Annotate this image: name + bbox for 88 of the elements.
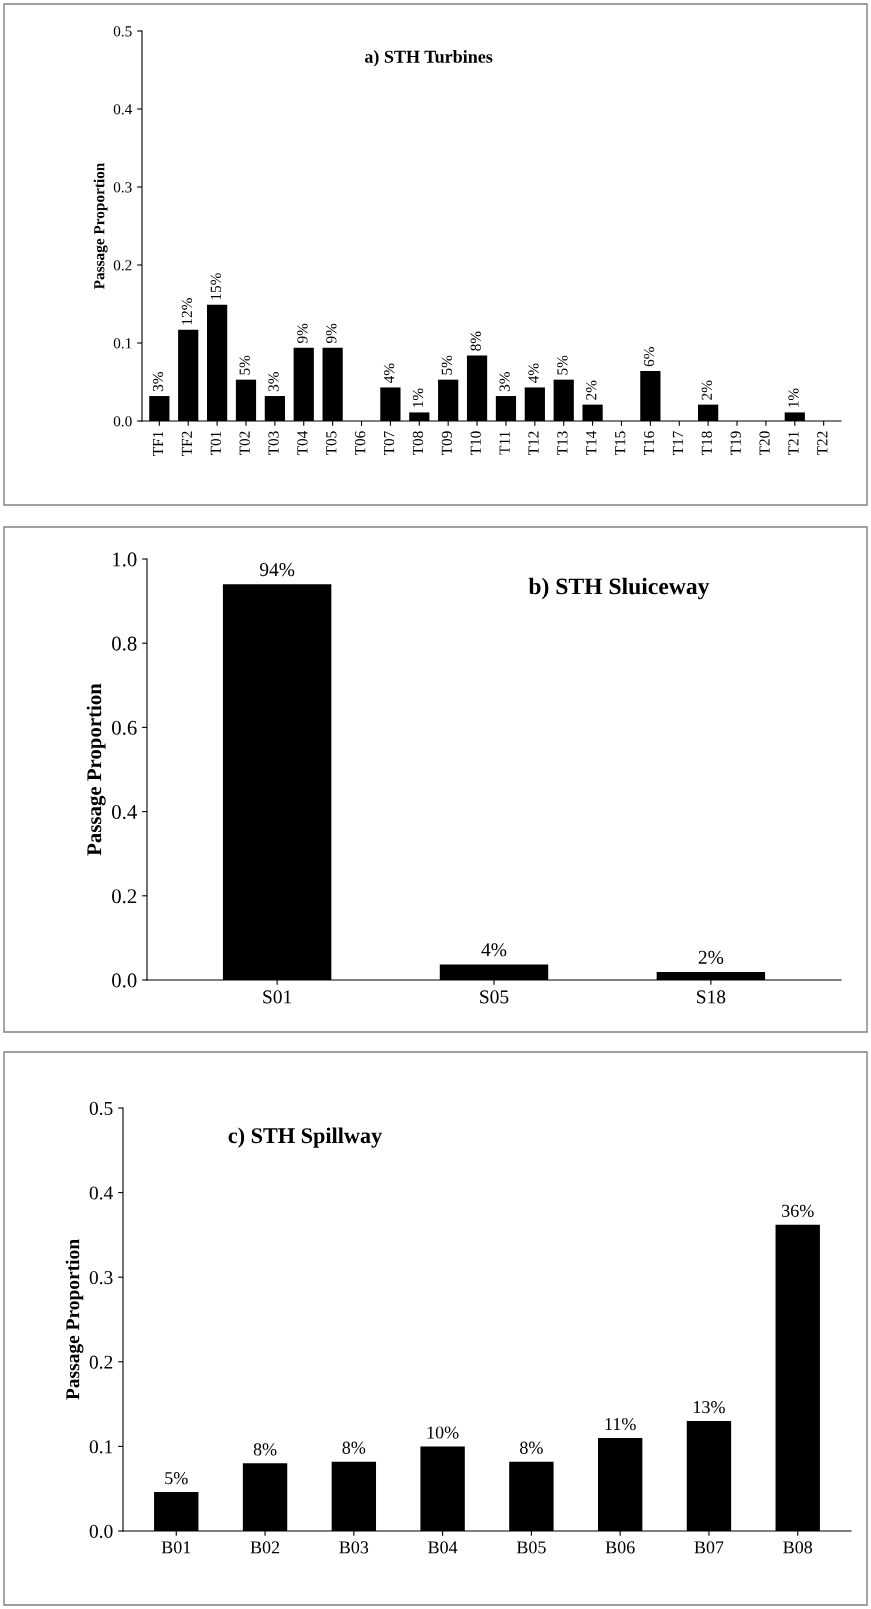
x-tick-label: T08 [412,431,424,456]
y-tick-label: 0.0 [112,973,137,988]
x-tick-label: T09 [441,431,452,456]
x-tick-label: T16 [643,431,655,456]
y-tick-label: 1.0 [113,552,137,567]
x-tick-label: T14 [586,430,597,456]
data-label: 3% [499,372,510,392]
x-tick-label: T17 [672,431,683,456]
y-tick-label: 0.1 [89,1440,113,1454]
y-axis-title: Passage Proportion [93,162,108,290]
x-tick-label: S05 [480,990,509,1004]
data-label: 5% [557,355,568,375]
data-label: 5% [239,355,250,375]
y-tick-label: 0.4 [112,804,137,820]
data-label: 3% [268,372,279,392]
y-axis-title: Passage Proportion [86,683,106,856]
data-label: 4% [481,943,507,957]
x-tick-label: T20 [759,431,770,456]
x-tick-label: B08 [783,1541,813,1554]
x-tick-label: T22 [817,431,828,456]
y-tick-label: 0.5 [113,26,132,37]
x-tick-label: S18 [697,990,726,1004]
x-tick-label: T06 [355,431,366,456]
x-tick-label: T19 [730,431,741,456]
y-tick-label: 0.0 [89,1524,113,1539]
x-tick-label: B02 [250,1541,280,1554]
x-tick-label: T10 [470,431,481,456]
x-tick-label: B07 [694,1541,724,1554]
y-tick-label: 0.5 [89,1101,113,1116]
y-tick-label: 0.2 [89,1355,113,1369]
x-tick-label: T11 [499,431,510,455]
data-label: 8% [253,1443,277,1456]
y-tick-label: 0.3 [113,182,132,193]
x-tick-label: T21 [788,431,799,456]
data-label: 9% [297,323,308,344]
y-tick-label: 0.3 [89,1271,113,1285]
data-label: 13% [693,1401,725,1414]
data-label: 5% [441,355,453,375]
data-label: 2% [701,380,713,400]
data-label: 8% [520,1441,543,1454]
y-tick-label: 0.4 [113,104,133,115]
x-tick-label: T01 [210,431,221,456]
data-label: 36% [782,1204,814,1217]
data-label: 2% [586,380,597,400]
data-label: 4% [528,363,539,383]
data-label: 15% [210,273,221,300]
x-tick-label: B03 [339,1541,369,1554]
data-label: 6% [643,347,655,367]
data-label: 3% [152,372,164,392]
y-axis-title: Passage Proportion [65,1239,84,1400]
text: a) STH Turbines [364,50,493,67]
data-label: 8% [342,1441,366,1454]
x-tick-label: B04 [428,1541,458,1554]
x-tick-label: T03 [268,431,279,456]
x-tick-label: T02 [239,431,250,456]
x-tick-label: B06 [605,1541,635,1554]
y-tick-label: 0.6 [112,720,137,735]
data-label: 1% [788,388,799,407]
x-tick-label: T13 [557,431,568,456]
x-tick-label: T05 [326,431,337,456]
x-tick-label: S01 [263,990,292,1004]
x-tick-label: T18 [701,431,712,456]
x-tick-label: TF1 [152,431,163,456]
y-tick-label: 0.8 [112,636,137,651]
data-label: 94% [259,563,295,577]
data-label: 12% [181,298,193,325]
data-label: 11% [605,1417,636,1431]
x-tick-label: T15 [615,431,626,456]
x-tick-label: B05 [516,1541,546,1554]
text: c) STH Spillway [228,1127,382,1148]
x-tick-label: T04 [297,430,308,456]
y-tick-label: 0.2 [113,260,132,271]
x-tick-label: T12 [528,431,539,456]
data-label: 2% [698,950,724,964]
text: b) STH Sluiceway [528,577,710,600]
y-tick-label: 0.2 [112,889,137,904]
x-tick-label: B01 [161,1541,191,1554]
data-label: 10% [427,1426,459,1439]
data-label: 1% [412,388,424,407]
y-tick-label: 0.4 [89,1186,113,1200]
x-tick-label: T07 [383,431,395,456]
x-tick-label: TF2 [181,431,192,456]
data-label: 5% [165,1472,188,1485]
y-tick-label: 0.0 [113,416,132,427]
y-tick-label: 0.1 [113,338,132,349]
data-label: 4% [383,363,395,383]
data-label: 8% [470,331,481,351]
data-label: 9% [326,323,337,344]
